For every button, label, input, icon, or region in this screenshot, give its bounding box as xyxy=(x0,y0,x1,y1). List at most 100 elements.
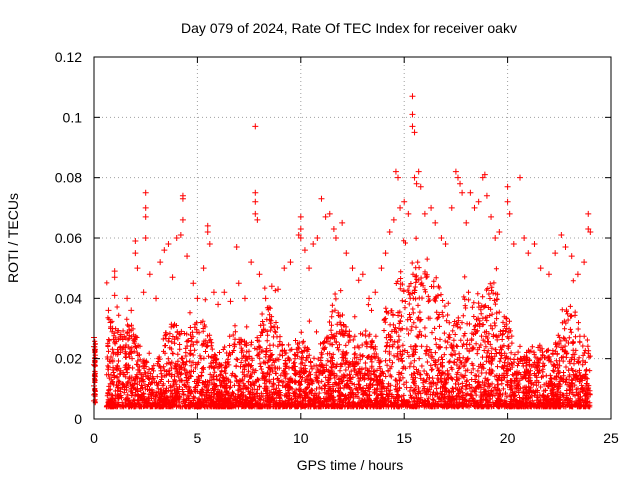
data-point xyxy=(153,295,160,302)
data-point xyxy=(568,253,575,260)
data-point xyxy=(314,235,321,241)
data-point xyxy=(409,111,416,118)
data-point xyxy=(343,250,350,257)
data-point xyxy=(467,189,474,196)
roti-cloud xyxy=(91,235,593,410)
data-point xyxy=(297,225,304,232)
data-point xyxy=(241,295,248,302)
x-tick-label: 20 xyxy=(500,430,516,446)
data-point xyxy=(394,174,401,181)
data-point xyxy=(355,277,362,284)
data-point xyxy=(428,204,435,211)
data-point xyxy=(252,198,259,205)
data-point xyxy=(117,331,124,338)
data-point xyxy=(248,259,255,266)
data-point xyxy=(581,259,588,266)
data-point xyxy=(525,250,532,257)
data-point xyxy=(233,244,240,251)
data-point xyxy=(275,286,282,293)
data-point xyxy=(254,216,261,223)
data-point xyxy=(134,265,141,272)
data-point xyxy=(128,307,135,314)
data-point xyxy=(179,216,186,223)
data-point xyxy=(415,168,422,175)
data-point xyxy=(432,219,439,226)
data-point xyxy=(111,292,118,299)
data-point xyxy=(297,235,304,241)
data-point xyxy=(397,204,404,211)
data-point xyxy=(537,265,544,272)
data-point xyxy=(390,216,397,223)
data-point xyxy=(479,174,486,181)
data-point xyxy=(585,225,592,232)
data-point xyxy=(111,274,118,281)
data-point xyxy=(146,271,153,278)
data-point xyxy=(510,241,517,248)
data-point xyxy=(235,280,242,287)
x-axis-title: GPS time / hours xyxy=(297,457,404,473)
y-tick-label: 0 xyxy=(74,411,82,427)
data-point xyxy=(382,250,389,257)
y-tick-label: 0.06 xyxy=(55,230,82,246)
data-point xyxy=(417,183,424,190)
data-point xyxy=(496,228,503,235)
data-point xyxy=(318,195,325,202)
data-point xyxy=(332,235,339,241)
data-point xyxy=(442,241,449,248)
data-point xyxy=(558,231,565,238)
data-point xyxy=(378,265,385,272)
data-point xyxy=(481,171,488,178)
data-point xyxy=(483,192,490,199)
data-point xyxy=(585,210,592,217)
data-point xyxy=(142,204,149,211)
data-point xyxy=(107,319,114,326)
data-point xyxy=(409,93,416,100)
y-tick-label: 0.02 xyxy=(55,351,82,367)
data-point xyxy=(372,289,379,296)
data-point xyxy=(204,228,211,235)
data-point xyxy=(448,204,455,211)
y-tick-label: 0.1 xyxy=(63,109,83,125)
data-point xyxy=(177,231,184,238)
data-point xyxy=(194,295,201,302)
data-point xyxy=(452,168,459,175)
data-point xyxy=(386,228,393,235)
data-point xyxy=(411,174,418,181)
data-point xyxy=(206,241,213,248)
data-point xyxy=(256,271,263,278)
x-tick-label: 0 xyxy=(90,430,98,446)
data-point xyxy=(349,265,356,272)
x-tick-label: 25 xyxy=(603,430,619,446)
data-point xyxy=(173,235,180,241)
y-tick-label: 0.12 xyxy=(55,49,82,65)
data-point xyxy=(492,235,499,241)
data-point xyxy=(124,295,131,302)
data-point xyxy=(339,219,346,226)
data-point xyxy=(359,271,366,278)
data-point xyxy=(268,283,275,290)
data-point xyxy=(504,198,511,205)
data-point xyxy=(200,265,207,272)
data-point xyxy=(552,250,559,257)
data-point xyxy=(504,183,511,190)
data-point xyxy=(184,253,191,260)
data-point xyxy=(132,250,139,257)
data-point xyxy=(142,235,149,241)
data-point xyxy=(252,189,259,196)
y-axis-title: ROTI / TECUs xyxy=(5,193,21,283)
data-point xyxy=(179,195,186,202)
data-point xyxy=(169,274,176,281)
data-point xyxy=(471,204,478,211)
data-point xyxy=(574,271,581,278)
data-point xyxy=(562,244,569,251)
data-point xyxy=(111,268,118,275)
data-point xyxy=(326,210,333,217)
data-point xyxy=(204,222,211,229)
data-point xyxy=(109,325,116,332)
y-tick-label: 0.04 xyxy=(55,290,82,306)
data-point xyxy=(517,174,524,181)
data-point xyxy=(281,265,288,272)
data-point xyxy=(463,219,470,226)
data-point xyxy=(521,235,528,241)
data-point xyxy=(392,168,399,175)
